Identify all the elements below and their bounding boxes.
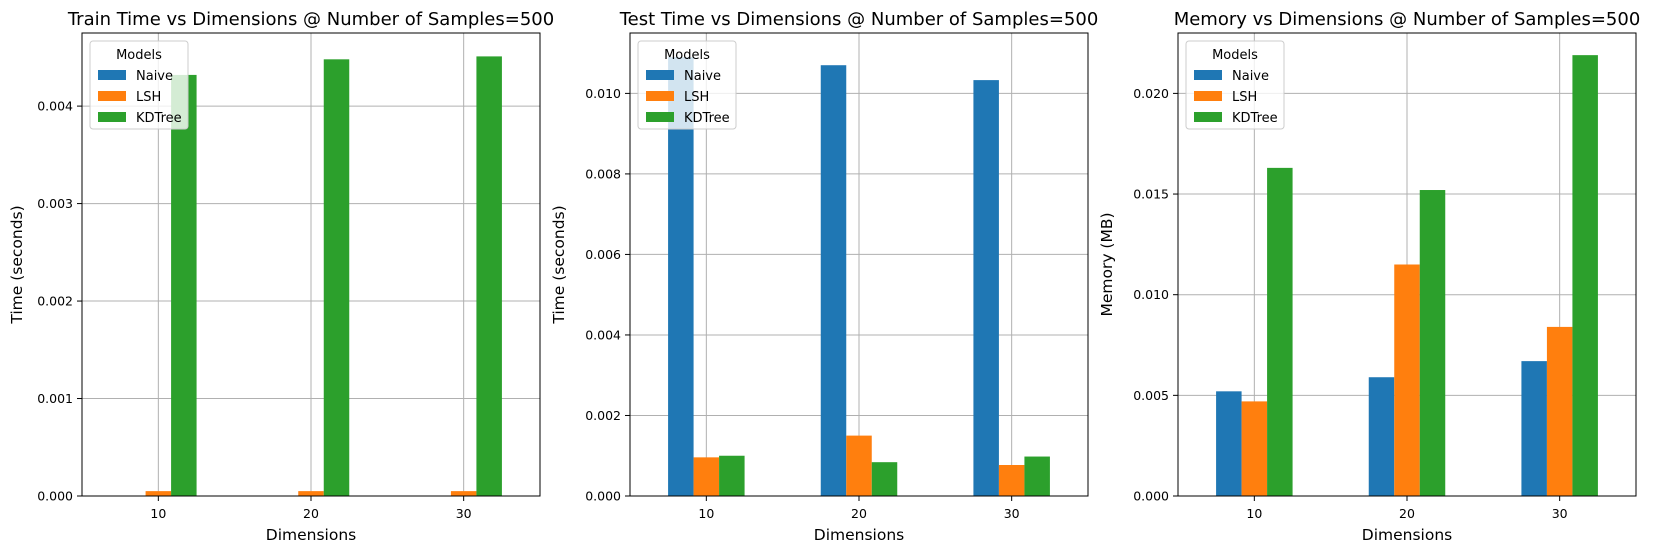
- legend-swatch-naive: [98, 70, 126, 80]
- y-tick-label: 0.000: [585, 489, 621, 504]
- y-tick-label: 0.005: [1133, 388, 1169, 403]
- x-tick-label: 20: [851, 506, 867, 521]
- legend-label-naive: Naive: [684, 69, 721, 84]
- x-axis-label: Dimensions: [266, 526, 356, 544]
- bar-naive-20: [1368, 377, 1395, 496]
- legend-swatch-kdtree: [98, 112, 126, 122]
- bar-lsh-10: [693, 457, 720, 496]
- legend-title: Models: [664, 48, 710, 63]
- legend: Models Naive LSH KDTree: [89, 40, 189, 130]
- axes-frame: [629, 32, 1089, 497]
- y-tick-label: 0.002: [37, 294, 73, 309]
- x-axis-label: Dimensions: [814, 526, 904, 544]
- legend-label-lsh: LSH: [684, 90, 709, 105]
- bar-kdtree-30: [1024, 456, 1050, 496]
- legend-label-naive: Naive: [136, 69, 173, 84]
- y-tick-label: 0.006: [585, 247, 621, 262]
- bar-kdtree-20: [871, 462, 898, 496]
- y-tick-label: 0.020: [1133, 86, 1169, 101]
- y-tick-label: 0.004: [585, 327, 621, 342]
- y-tick-label: 0.001: [37, 391, 73, 406]
- axes-frame: [81, 32, 541, 497]
- y-tick-label: 0.000: [37, 489, 73, 504]
- chart-title: Test Time vs Dimensions @ Number of Samp…: [619, 9, 1099, 30]
- bar-kdtree-10: [1267, 167, 1293, 497]
- y-tick-label: 0.000: [1133, 489, 1169, 504]
- y-axis-label: Memory (MB): [1098, 212, 1116, 316]
- legend-box: [637, 40, 737, 130]
- legend-swatch-naive: [646, 70, 674, 80]
- x-tick-label: 30: [1004, 506, 1020, 521]
- x-tick-label: 10: [698, 506, 714, 521]
- y-tick-label: 0.010: [1133, 287, 1169, 302]
- legend-box: [89, 40, 189, 130]
- x-axis-label: Dimensions: [1362, 526, 1452, 544]
- legend-swatch-lsh: [646, 91, 674, 101]
- legend-label-kdtree: KDTree: [684, 111, 730, 126]
- y-tick-label: 0.010: [585, 86, 621, 101]
- chart-panel-2: 0.000 0.002 0.004 0.006 0.008 0.010 10 20 30 Test…: [550, 9, 1098, 544]
- bar-lsh-30: [998, 464, 1025, 496]
- bar-lsh-30: [1546, 326, 1573, 496]
- legend-label-lsh: LSH: [136, 90, 161, 105]
- chart-title: Memory vs Dimensions @ Number of Samples…: [1174, 9, 1641, 30]
- y-axis-label: Time (seconds): [8, 205, 26, 324]
- x-tick-label: 20: [303, 506, 319, 521]
- bar-naive-10: [668, 57, 694, 496]
- y-tick-label: 0.004: [37, 99, 73, 114]
- legend-swatch-naive: [1194, 70, 1222, 80]
- bar-naive-10: [1216, 391, 1242, 496]
- y-tick-label: 0.015: [1133, 187, 1169, 202]
- x-tick-label: 10: [1246, 506, 1262, 521]
- bar-kdtree-20: [1419, 190, 1446, 496]
- legend-label-lsh: LSH: [1232, 90, 1257, 105]
- legend-swatch-lsh: [1194, 91, 1222, 101]
- bar-lsh-20: [298, 491, 324, 496]
- legend: Models Naive LSH KDTree: [637, 40, 737, 130]
- legend-swatch-lsh: [98, 91, 126, 101]
- legend-label-naive: Naive: [1232, 69, 1269, 84]
- axes-frame: [1177, 32, 1637, 497]
- bar-kdtree-10: [719, 455, 745, 496]
- y-tick-label: 0.008: [585, 166, 621, 181]
- legend-label-kdtree: KDTree: [136, 111, 182, 126]
- bar-naive-20: [820, 65, 847, 497]
- legend: Models Naive LSH KDTree: [1185, 40, 1285, 130]
- x-tick-label: 30: [456, 506, 472, 521]
- bar-kdtree-30: [1572, 55, 1598, 496]
- x-tick-label: 10: [150, 506, 166, 521]
- chart-title: Train Time vs Dimensions @ Number of Sam…: [67, 9, 554, 30]
- x-tick-label: 20: [1399, 506, 1415, 521]
- bar-lsh-20: [1394, 264, 1420, 496]
- bar-kdtree-10: [171, 74, 197, 496]
- bar-naive-30: [1521, 361, 1547, 496]
- y-tick-label: 0.003: [37, 196, 73, 211]
- legend-label-kdtree: KDTree: [1232, 111, 1278, 126]
- y-tick-label: 0.002: [585, 408, 621, 423]
- bar-kdtree-20: [323, 59, 350, 496]
- y-axis-label: Time (seconds): [550, 205, 568, 324]
- x-tick-label: 30: [1552, 506, 1568, 521]
- legend-swatch-kdtree: [646, 112, 674, 122]
- bar-lsh-10: [1241, 401, 1268, 496]
- bar-lsh-20: [846, 435, 872, 496]
- legend-box: [1185, 40, 1285, 130]
- chart-panel-3: 0.000 0.005 0.010 0.015 0.020 10 20 30 Memory vs…: [1098, 9, 1640, 544]
- legend-title: Models: [116, 48, 162, 63]
- bar-naive-30: [973, 80, 999, 496]
- legend-title: Models: [1212, 48, 1258, 63]
- bar-lsh-10: [145, 491, 172, 496]
- chart-panel-1: 0.000 0.001 0.002 0.003 0.004 10 20 30 Train Tim…: [8, 9, 554, 544]
- bar-kdtree-30: [476, 56, 502, 497]
- bar-lsh-30: [450, 491, 477, 496]
- legend-swatch-kdtree: [1194, 112, 1222, 122]
